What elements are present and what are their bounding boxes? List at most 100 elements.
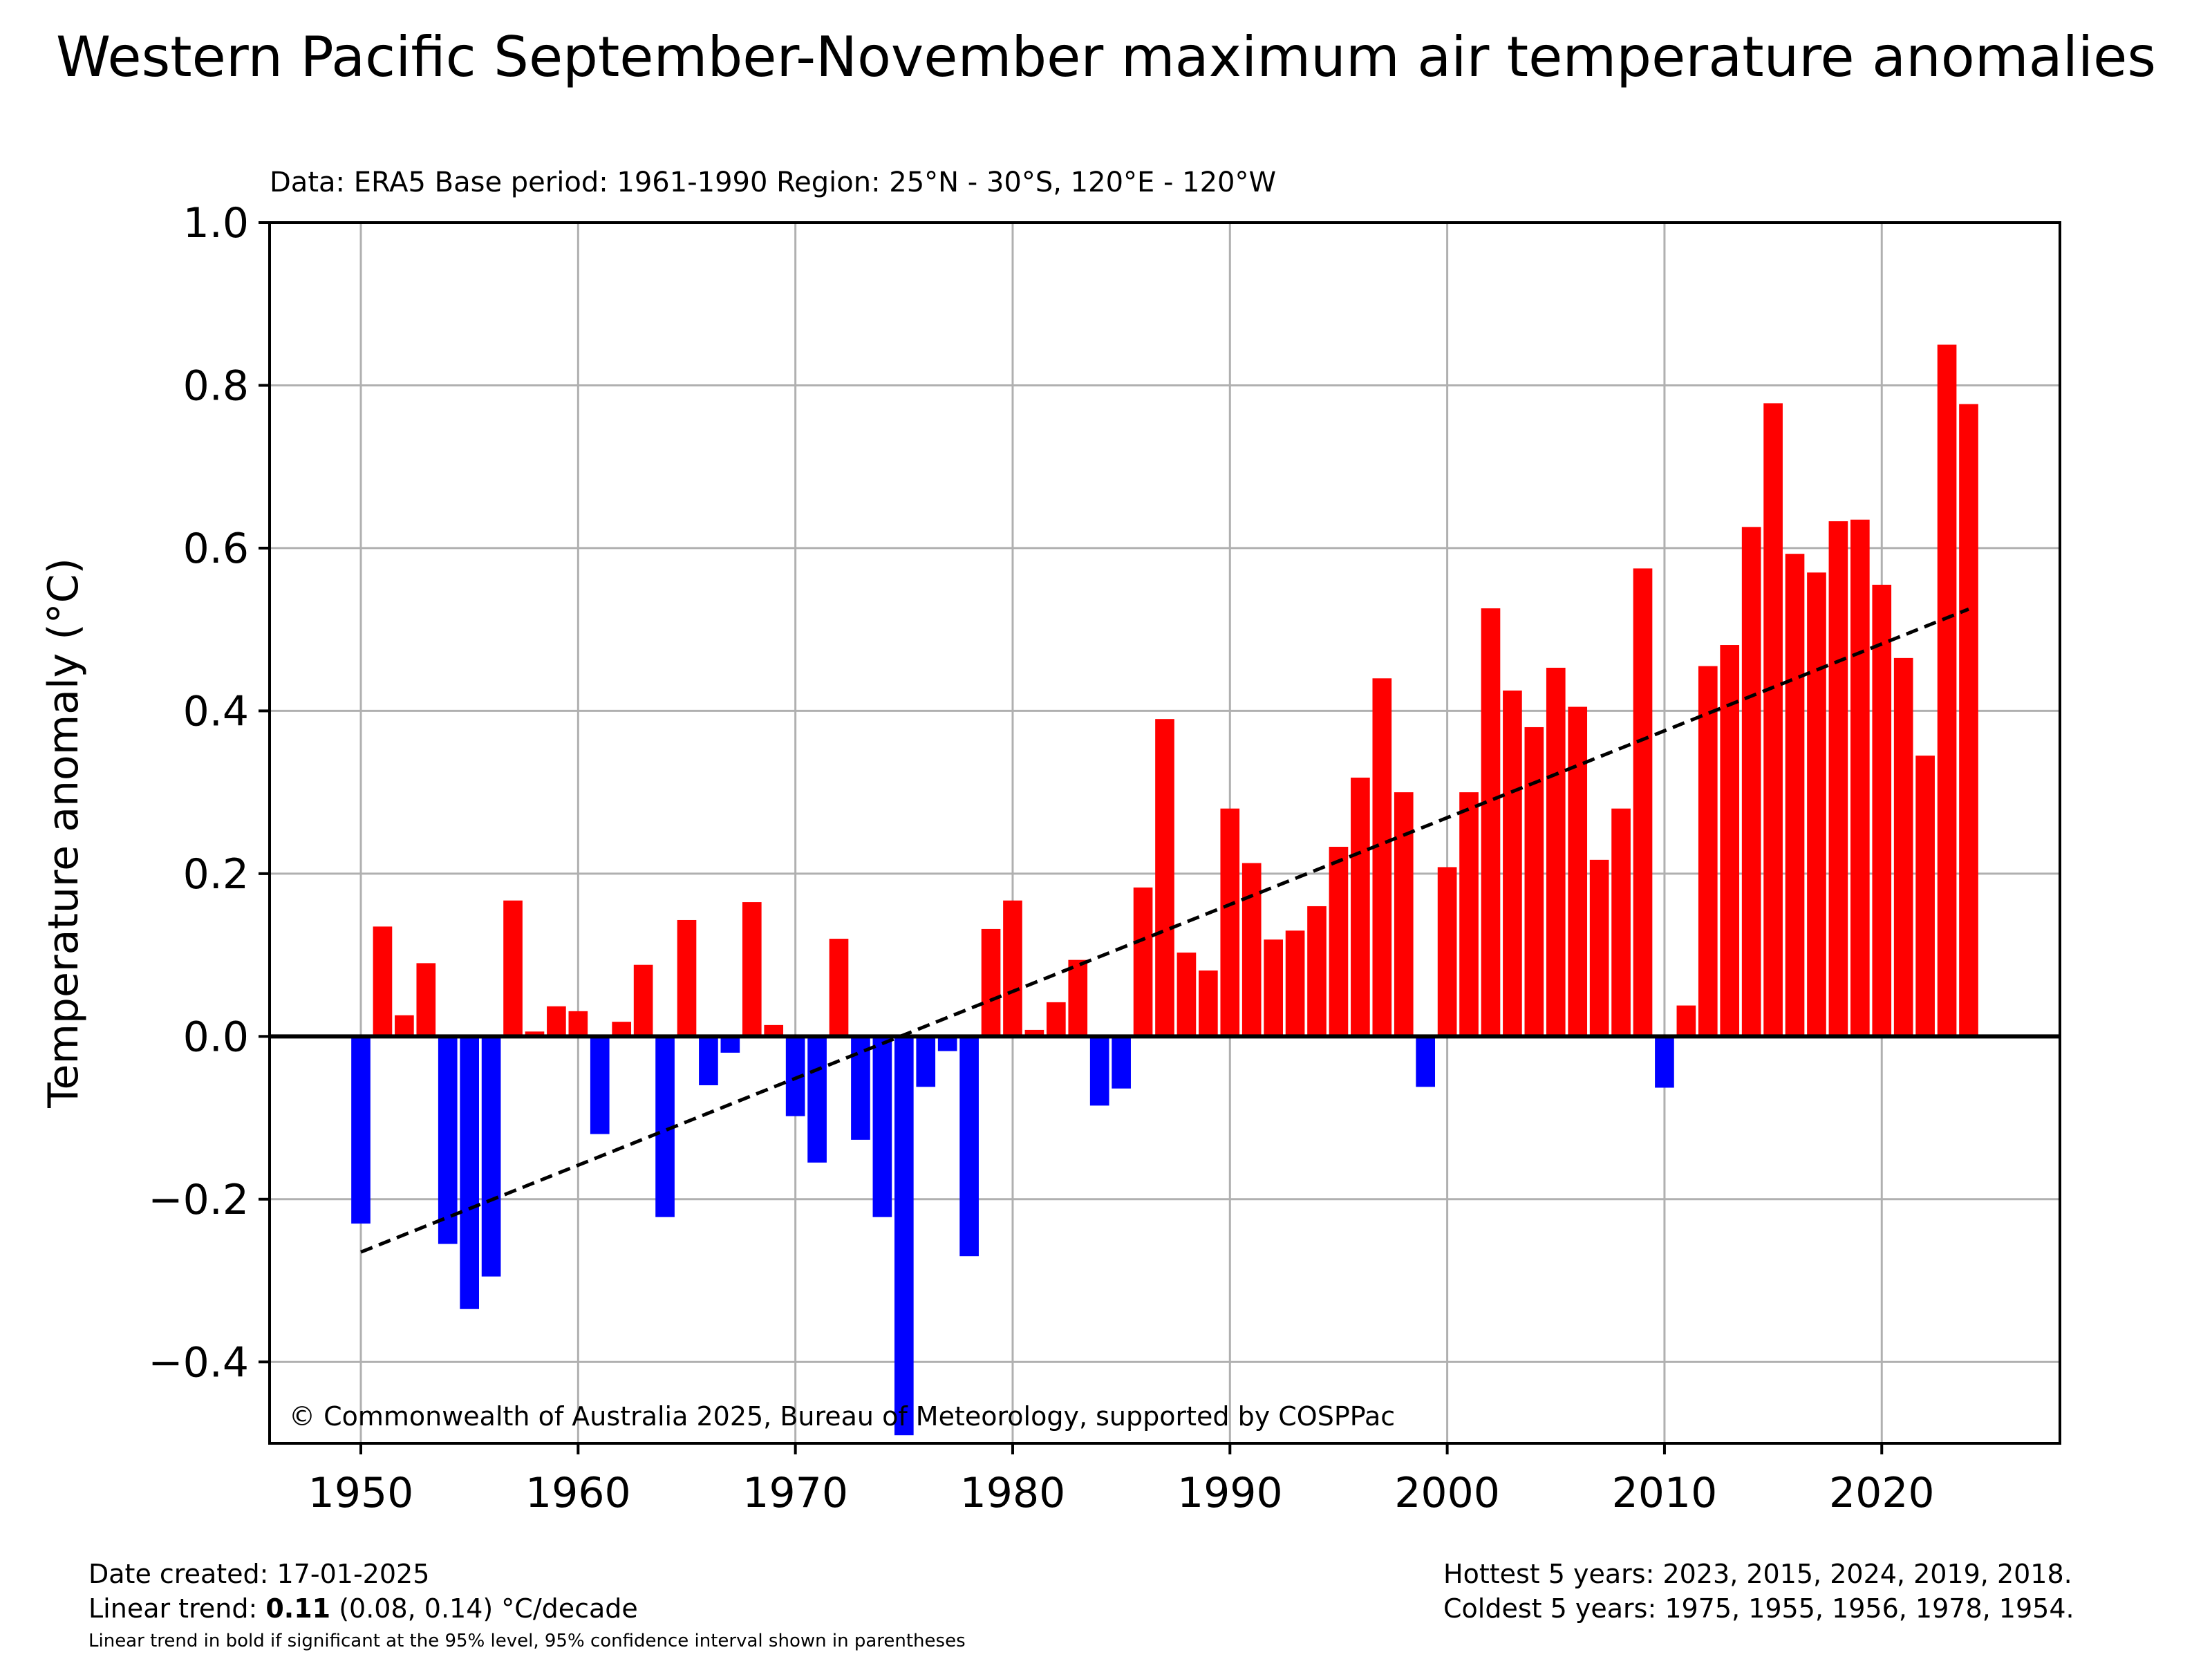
- bar-1967: [720, 1036, 740, 1053]
- bar-2017: [1807, 572, 1826, 1037]
- bar-2015: [1763, 403, 1783, 1037]
- bar-1995: [1329, 847, 1349, 1037]
- bar-1991: [1241, 863, 1262, 1037]
- bar-1998: [1394, 792, 1414, 1037]
- bar-1996: [1351, 777, 1370, 1037]
- y-tick-label: 1.0: [183, 199, 249, 247]
- bar-1997: [1372, 678, 1392, 1037]
- bar-2005: [1546, 668, 1566, 1037]
- bar-1952: [395, 1015, 414, 1037]
- bar-1962: [612, 1022, 632, 1037]
- bar-1983: [1068, 959, 1088, 1037]
- bar-1965: [677, 919, 697, 1037]
- bar-1972: [829, 939, 849, 1037]
- bar-1990: [1220, 808, 1240, 1037]
- bar-2006: [1568, 706, 1588, 1037]
- x-tick-label: 1990: [1177, 1469, 1283, 1517]
- x-tick-label: 1970: [742, 1469, 848, 1517]
- bar-2007: [1589, 859, 1609, 1037]
- y-tick-label: −0.2: [148, 1176, 249, 1224]
- bar-2013: [1720, 645, 1740, 1037]
- x-tick-label: 2020: [1829, 1469, 1935, 1517]
- bar-1966: [699, 1036, 718, 1085]
- bar-2020: [1872, 584, 1892, 1037]
- x-tick-label: 1950: [308, 1469, 414, 1517]
- bar-1957: [503, 900, 523, 1037]
- bar-1978: [959, 1036, 979, 1257]
- y-tick-label: 0.6: [183, 525, 249, 573]
- y-tick-label: 0.8: [183, 362, 249, 410]
- bar-2009: [1633, 568, 1653, 1037]
- bar-1988: [1177, 953, 1197, 1037]
- bar-2011: [1676, 1005, 1696, 1037]
- bar-1987: [1155, 719, 1174, 1037]
- x-tick-label: 2000: [1394, 1469, 1500, 1517]
- bar-1951: [373, 926, 393, 1037]
- x-tick-label: 1960: [525, 1469, 631, 1517]
- bar-1973: [851, 1036, 870, 1140]
- x-tick-label: 2010: [1612, 1469, 1718, 1517]
- bar-1953: [416, 963, 436, 1037]
- bar-1971: [807, 1036, 827, 1163]
- bar-1999: [1416, 1036, 1436, 1087]
- plot-frame: [268, 221, 2061, 1445]
- coldest-years: Coldest 5 years: 1975, 1955, 1956, 1978,…: [1443, 1593, 2074, 1624]
- bar-2023: [1937, 344, 1957, 1037]
- bar-2021: [1893, 657, 1913, 1037]
- bar-2012: [1698, 666, 1718, 1037]
- footer-left: Date created: 17-01-2025 Linear trend: 0…: [88, 1557, 638, 1626]
- bar-1968: [742, 902, 762, 1037]
- bar-1963: [633, 964, 653, 1037]
- bar-1981: [1024, 1029, 1044, 1037]
- x-tick-label: 1980: [960, 1469, 1066, 1517]
- bar-2003: [1503, 690, 1522, 1037]
- bar-1985: [1112, 1036, 1131, 1089]
- bar-1976: [916, 1036, 936, 1087]
- bar-1950: [351, 1036, 371, 1224]
- bar-1980: [1003, 900, 1022, 1037]
- bar-1961: [590, 1036, 610, 1134]
- bar-1984: [1089, 1036, 1109, 1106]
- bar-2016: [1785, 554, 1805, 1037]
- footer-right: Hottest 5 years: 2023, 2015, 2024, 2019,…: [1443, 1557, 2074, 1626]
- bars: [351, 344, 1978, 1436]
- bar-2004: [1524, 727, 1544, 1037]
- bar-2018: [1828, 521, 1848, 1037]
- bar-1960: [568, 1011, 588, 1037]
- y-tick-label: 0.4: [183, 687, 249, 735]
- bar-1974: [872, 1036, 892, 1217]
- y-tick-label: 0.0: [183, 1013, 249, 1061]
- bar-2001: [1459, 792, 1479, 1037]
- bar-1977: [937, 1036, 957, 1051]
- bar-1975: [894, 1036, 914, 1436]
- bar-2008: [1611, 808, 1631, 1037]
- bar-1986: [1133, 887, 1153, 1037]
- bar-1992: [1264, 939, 1283, 1037]
- bar-1956: [481, 1036, 501, 1277]
- copyright-note: © Commonwealth of Australia 2025, Bureau…: [289, 1401, 1395, 1432]
- hottest-years: Hottest 5 years: 2023, 2015, 2024, 2019,…: [1443, 1559, 2072, 1589]
- bar-2022: [1915, 756, 1935, 1037]
- bar-2002: [1481, 608, 1501, 1037]
- linear-trend: Linear trend: 0.11 (0.08, 0.14) °C/decad…: [88, 1593, 638, 1624]
- bar-1994: [1307, 906, 1327, 1037]
- bar-2014: [1741, 527, 1761, 1037]
- bar-2000: [1437, 867, 1457, 1037]
- bar-2019: [1850, 519, 1870, 1037]
- bar-1954: [438, 1036, 458, 1244]
- chart-subtitle: Data: ERA5 Base period: 1961-1990 Region…: [270, 167, 1277, 198]
- y-tick-label: 0.2: [183, 850, 249, 899]
- y-axis: 1.0 0.8 0.6 0.4 0.2 0.0 −0.2 −0.4: [148, 199, 270, 1387]
- bar-1979: [981, 928, 1001, 1037]
- y-tick-label: −0.4: [148, 1338, 249, 1387]
- trend-line: [360, 607, 1969, 1254]
- bar-1958: [525, 1031, 545, 1037]
- y-axis-label: Temperature anomaly (°C): [39, 558, 88, 1109]
- footnote: Linear trend in bold if significant at t…: [88, 1631, 966, 1651]
- bar-1989: [1199, 970, 1218, 1037]
- bar-2010: [1655, 1036, 1674, 1088]
- bar-1982: [1047, 1002, 1066, 1037]
- x-axis: 1950 1960 1970 1980 1990 2000 2010 2020: [308, 1443, 1935, 1517]
- bar-1959: [547, 1006, 566, 1037]
